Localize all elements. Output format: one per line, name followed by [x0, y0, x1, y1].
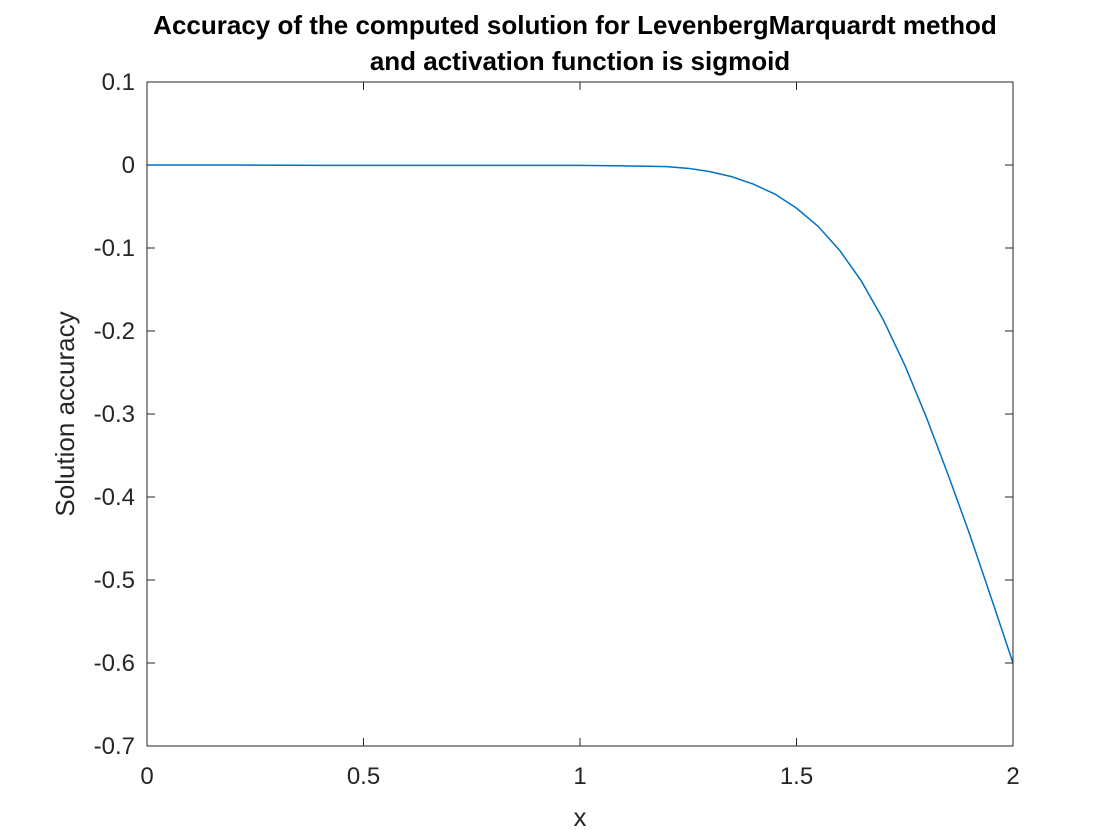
series-line [147, 164, 1014, 664]
x-tick-label: 0.5 [347, 763, 380, 790]
x-tick-label: 1.5 [780, 763, 813, 790]
series-layer [147, 164, 1014, 664]
y-tick-label: -0.7 [94, 733, 135, 760]
y-tick-label: -0.4 [94, 484, 135, 511]
plot-frame [146, 81, 1014, 747]
y-tick-label: -0.2 [94, 318, 135, 345]
chart-title-line-2: and activation function is sigmoid [370, 46, 790, 76]
y-tick-label: -0.1 [94, 235, 135, 262]
x-tick-label: 1 [573, 763, 586, 790]
x-tick-label: 2 [1006, 763, 1019, 790]
x-axis-label: x [574, 802, 587, 832]
y-tick-label: 0.1 [102, 69, 135, 96]
x-tick-label: 0 [140, 763, 153, 790]
chart-title-line-1: Accuracy of the computed solution for Le… [153, 10, 997, 40]
y-tick-label: -0.6 [94, 650, 135, 677]
y-tick-label: 0 [122, 152, 135, 179]
y-tick-label: -0.5 [94, 567, 135, 594]
axis-ticks: 0 0.5 1 1.5 2 -0.7 -0.6 -0.5 -0.4 -0.3 -0.2 -0.1 0 0.… [94, 69, 1020, 790]
y-tick-label: -0.3 [94, 401, 135, 428]
y-axis-label: Solution accuracy [50, 311, 80, 516]
